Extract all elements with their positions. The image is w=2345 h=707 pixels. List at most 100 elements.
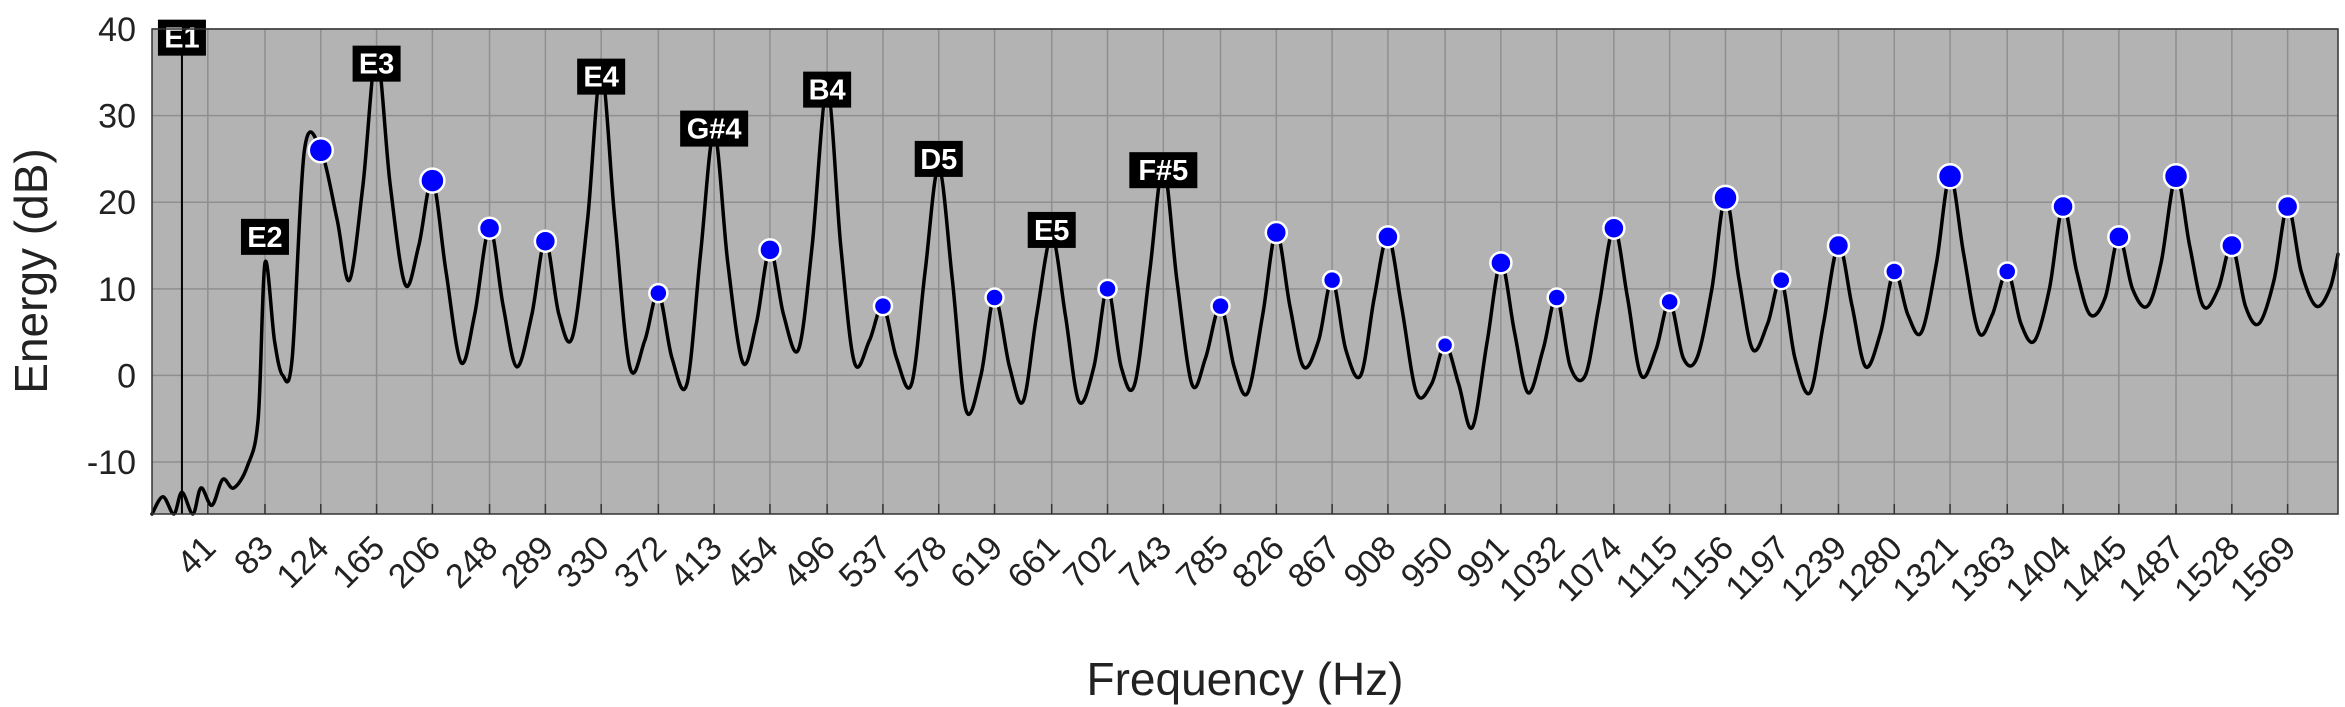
peak-marker <box>1996 261 2018 282</box>
plot-background <box>152 29 2338 514</box>
x-tick-label: 206 <box>381 529 448 596</box>
note-label: D5 <box>914 140 963 177</box>
peak-marker <box>1602 216 1626 240</box>
note-labels: E1 E2 E3 E4 G#4 B4 D5 E5 F#5 <box>157 19 1198 255</box>
y-tick-label: 40 <box>98 11 136 49</box>
y-tick-label: -10 <box>87 444 136 482</box>
x-tick-label: 1115 <box>1609 529 1686 606</box>
note-label: B4 <box>803 71 852 108</box>
peak-marker <box>419 167 446 194</box>
note-label-box <box>240 218 289 255</box>
note-label-text: G#4 <box>687 114 742 146</box>
peak-marker <box>1435 335 1455 355</box>
x-tick-label: 785 <box>1169 529 1236 596</box>
grid-lines <box>152 28 2338 514</box>
note-label: E5 <box>1027 211 1076 248</box>
peak-marker <box>1712 184 1739 212</box>
peak-marker <box>648 282 669 304</box>
x-tick-label: 702 <box>1056 529 1123 596</box>
x-tick-label: 1321 <box>1885 529 1965 609</box>
note-label-text: E5 <box>1034 215 1069 247</box>
note-label-text: E3 <box>359 49 394 81</box>
note-label-box <box>914 140 963 177</box>
x-axis-title: Frequency (Hz) <box>1087 653 1404 705</box>
note-label: E3 <box>352 45 401 82</box>
note-label-text: F#5 <box>1138 155 1188 187</box>
y-tick-label: 0 <box>117 357 136 395</box>
x-tick-label: 413 <box>663 529 730 596</box>
peak-marker <box>1826 233 1851 258</box>
peak-marker <box>2107 225 2131 249</box>
note-label-box <box>1027 211 1076 248</box>
y-tick-label: 30 <box>98 98 136 136</box>
peak-marker <box>533 229 558 253</box>
y-tick-labels: 40 30 20 10 0 -10 <box>87 11 136 482</box>
y-axis-title: Energy (dB) <box>5 148 57 393</box>
x-tick-labels: 41 83124165206248289330372413454496537578… <box>170 529 2303 609</box>
peak-marker <box>2162 162 2190 190</box>
x-tick-label: 950 <box>1394 529 1461 596</box>
x-tick-label: 330 <box>550 529 617 596</box>
peak-marker <box>477 216 502 240</box>
note-label-text: D5 <box>920 144 957 176</box>
peak-marker <box>1659 291 1680 313</box>
peak-marker <box>1376 225 1400 249</box>
x-tick-label: 454 <box>719 529 786 596</box>
x-tick-label: 661 <box>1000 529 1067 596</box>
peak-markers <box>307 137 2300 355</box>
x-tick-label: 372 <box>607 529 674 596</box>
note-label: G#4 <box>680 110 749 147</box>
peak-marker <box>1884 261 1905 282</box>
x-tick-label: 289 <box>494 529 561 596</box>
x-tick-label: 619 <box>943 529 1010 596</box>
note-label-box <box>157 19 206 56</box>
peak-marker <box>1489 251 1513 275</box>
x-tick-label: 537 <box>832 529 899 596</box>
note-label-text: E2 <box>247 222 282 254</box>
note-label-box <box>352 45 401 82</box>
x-tick-label: 124 <box>269 529 336 596</box>
peak-marker <box>2051 194 2075 219</box>
x-tick-label: 496 <box>776 529 843 596</box>
peak-marker <box>872 295 894 317</box>
note-label-box <box>1129 152 1198 189</box>
peak-marker <box>984 287 1005 308</box>
peak-marker <box>1771 269 1792 291</box>
y-tick-label: 20 <box>98 184 136 222</box>
x-tick-label: 1032 <box>1492 529 1572 609</box>
note-label-box <box>577 58 626 95</box>
peak-marker <box>1546 287 1567 308</box>
x-tick-label: 165 <box>325 529 392 596</box>
x-tick-label: 1445 <box>2054 529 2134 609</box>
x-tick-label: 578 <box>887 529 954 596</box>
note-label: E1 <box>157 19 206 56</box>
x-tick-label: 826 <box>1225 529 1292 596</box>
x-tick-label: 1156 <box>1663 529 1742 608</box>
x-tick-label: 908 <box>1337 529 1404 596</box>
peak-marker <box>1210 295 1231 317</box>
x-tick-label: 743 <box>1112 529 1179 596</box>
x-tick-label: 867 <box>1281 529 1348 596</box>
note-label-box <box>803 71 852 108</box>
y-tick-label: 10 <box>98 271 136 309</box>
peak-marker <box>307 137 335 164</box>
note-label-text: B4 <box>809 75 846 107</box>
x-tick-label: 248 <box>438 529 505 596</box>
peak-marker <box>2275 194 2300 219</box>
note-label: E4 <box>577 58 626 95</box>
note-label-text: E4 <box>583 62 618 94</box>
x-tick-label: 83 <box>227 529 281 583</box>
peak-marker <box>1936 162 1964 190</box>
peak-marker <box>1321 269 1343 291</box>
x-tick-label: 1197 <box>1718 529 1797 608</box>
note-label: E2 <box>240 218 289 255</box>
peak-marker <box>2220 233 2244 258</box>
x-tick-label: 1569 <box>2223 529 2303 609</box>
note-label: F#5 <box>1129 152 1198 189</box>
peak-marker <box>758 238 782 262</box>
peak-marker <box>1097 278 1118 300</box>
peak-marker <box>1264 220 1289 245</box>
note-label-text: E1 <box>164 23 199 55</box>
plot-border <box>151 28 2339 515</box>
